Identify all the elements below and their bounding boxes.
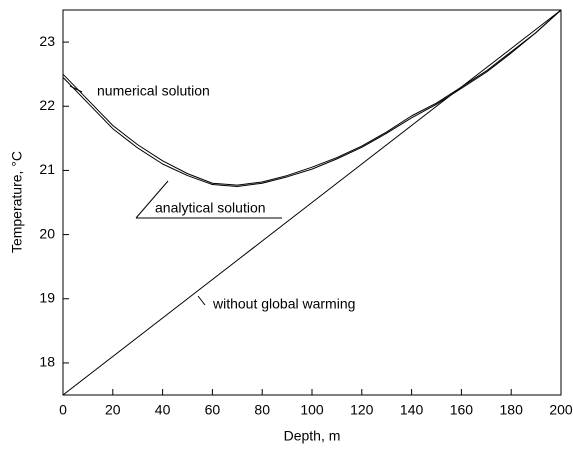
x-tick-label: 140	[400, 402, 424, 418]
series-line	[62, 9, 562, 186]
y-tick-label: 19	[39, 289, 55, 305]
x-tick-label: 0	[59, 402, 67, 418]
x-tick-label: 60	[205, 402, 221, 418]
series-line	[62, 9, 562, 396]
series-annotation: analytical solution	[155, 200, 266, 216]
x-tick-label: 100	[300, 402, 324, 418]
x-tick-label: 200	[549, 402, 573, 418]
series-line	[62, 9, 562, 187]
y-tick-label: 23	[39, 33, 55, 49]
leader-line	[197, 295, 206, 306]
y-tick-label: 20	[39, 225, 55, 241]
x-axis-label: Depth, m	[284, 428, 341, 444]
leader-line	[135, 180, 169, 219]
x-tick-label: 160	[450, 402, 474, 418]
y-tick-label: 18	[39, 354, 55, 370]
y-axis-label: Temperature, °C	[9, 151, 25, 253]
x-tick-label: 120	[350, 402, 374, 418]
y-tick-label: 21	[39, 161, 55, 177]
x-tick-label: 180	[500, 402, 524, 418]
x-tick-label: 20	[105, 402, 121, 418]
leader-line	[69, 85, 83, 93]
x-tick-label: 80	[254, 402, 270, 418]
series-annotation: numerical solution	[97, 83, 210, 99]
series-annotation: without global warming	[212, 296, 355, 312]
x-tick-label: 40	[155, 402, 171, 418]
y-tick-label: 22	[39, 97, 55, 113]
